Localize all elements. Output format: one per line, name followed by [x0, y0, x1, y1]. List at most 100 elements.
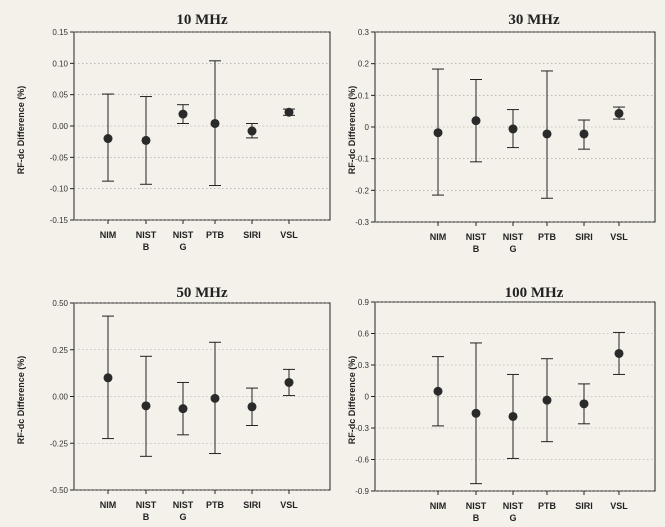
- y-tick-label: -0.15: [50, 216, 69, 225]
- data-point: [542, 129, 552, 139]
- x-tick-label: SIRI: [243, 500, 261, 510]
- data-point: [433, 386, 443, 396]
- x-tick-label: B: [143, 512, 150, 522]
- x-tick-label: PTB: [538, 232, 557, 242]
- x-tick-label: PTB: [206, 500, 225, 510]
- panel-title: 10 MHz: [176, 12, 228, 28]
- y-tick-label: 0.25: [52, 346, 68, 355]
- data-point: [141, 135, 151, 145]
- y-tick-label: -0.10: [50, 185, 69, 194]
- y-tick-label: 0.9: [358, 298, 370, 307]
- x-tick-label: VSL: [280, 500, 298, 510]
- x-tick-label: NIST: [136, 500, 157, 510]
- chart-panel-100mhz: 100 MHz RF-dc Difference (%) 0.9 0.6 0.3 0 -…: [347, 285, 656, 523]
- panel-title: 100 MHz: [505, 285, 564, 301]
- y-tick-label: -0.05: [50, 153, 69, 162]
- data-point: [614, 108, 624, 118]
- x-tick-label: NIST: [466, 501, 487, 511]
- data-point: [210, 118, 220, 128]
- data-point: [284, 107, 294, 117]
- y-axis-label: RF-dc Difference (%): [347, 356, 357, 445]
- data-point: [103, 373, 113, 383]
- y-axis-label: RF-dc Difference (%): [347, 86, 357, 175]
- y-tick-label: 0.15: [52, 28, 68, 37]
- panel-title: 50 MHz: [176, 285, 228, 301]
- data-point: [579, 399, 589, 409]
- data-point: [508, 411, 518, 421]
- x-tick-label: NIST: [466, 232, 487, 242]
- y-tick-label: 0.2: [358, 60, 370, 69]
- y-axis-label: RF-dc Difference (%): [16, 86, 26, 175]
- y-axis-label: RF-dc Difference (%): [16, 356, 26, 445]
- data-point: [284, 377, 294, 387]
- x-tick-label: NIST: [136, 230, 157, 240]
- x-tick-label: SIRI: [575, 232, 593, 242]
- x-tick-label: NIM: [430, 232, 447, 242]
- y-tick-label: 0.6: [358, 330, 370, 339]
- panel-title: 30 MHz: [508, 12, 560, 28]
- y-tick-label: -0.9: [355, 487, 369, 496]
- data-point: [103, 134, 113, 144]
- x-tick-label: NIST: [503, 232, 524, 242]
- x-tick-label: PTB: [538, 501, 557, 511]
- chart-panel-30mhz: 30 MHz RF-dc Difference (%) 0.3 0.2 0.1 0 -0…: [347, 12, 656, 254]
- x-tick-label: NIM: [430, 501, 447, 511]
- data-point: [141, 401, 151, 411]
- plot-area: 0.50 0.25 0.00 -0.25 -0.50 NIM NIST B NIST G PTB SI…: [50, 299, 331, 522]
- plot-area: 0.9 0.6 0.3 0 -0.3 -0.6 -0.9 NIM NIST B NIST G PTB SI…: [355, 298, 656, 523]
- y-tick-label: -0.50: [50, 486, 69, 495]
- x-tick-label: B: [473, 513, 480, 523]
- y-tick-label: 0.3: [358, 28, 370, 37]
- y-tick-label: 0: [365, 393, 370, 402]
- x-tick-label: B: [473, 244, 480, 254]
- y-tick-label: 0: [365, 123, 370, 132]
- y-tick-label: 0.00: [52, 122, 68, 131]
- data-point: [433, 128, 443, 138]
- data-point: [210, 393, 220, 403]
- y-tick-label: 0.3: [358, 361, 370, 370]
- y-tick-label: -0.25: [50, 439, 69, 448]
- data-point: [178, 109, 188, 119]
- y-tick-label: 0.50: [52, 299, 68, 308]
- data-point: [508, 124, 518, 134]
- data-point: [178, 404, 188, 414]
- data-point: [614, 348, 624, 358]
- data-point: [579, 129, 589, 139]
- y-tick-label: 0.1: [358, 91, 370, 100]
- y-tick-label: 0.05: [52, 91, 68, 100]
- x-tick-label: VSL: [610, 501, 628, 511]
- x-tick-label: NIM: [100, 500, 117, 510]
- x-tick-label: NIST: [503, 501, 524, 511]
- x-tick-label: G: [179, 512, 186, 522]
- x-tick-label: G: [509, 513, 516, 523]
- y-tick-label: -0.3: [355, 218, 369, 227]
- y-tick-label: -0.2: [355, 186, 369, 195]
- data-point: [247, 402, 257, 412]
- y-tick-label: 0.00: [52, 393, 68, 402]
- x-tick-label: NIST: [173, 500, 194, 510]
- x-tick-label: PTB: [206, 230, 225, 240]
- plot-area: 0.3 0.2 0.1 0 -0.1 -0.2 -0.3 NIM NIST B NIST G PTB SI…: [355, 28, 656, 254]
- y-tick-label: -0.1: [355, 155, 369, 164]
- x-tick-label: G: [509, 244, 516, 254]
- x-tick-label: NIST: [173, 230, 194, 240]
- x-tick-label: VSL: [610, 232, 628, 242]
- x-tick-label: VSL: [280, 230, 298, 240]
- x-tick-label: SIRI: [243, 230, 261, 240]
- data-point: [471, 408, 481, 418]
- y-tick-label: -0.6: [355, 456, 369, 465]
- chart-panel-50mhz: 50 MHz RF-dc Difference (%) 0.50 0.25 0.00…: [16, 285, 331, 522]
- chart-panel-10mhz: 10 MHz RF-dc Difference (%) 0.15 0.10 0.05…: [16, 12, 331, 252]
- y-tick-label: -0.3: [355, 424, 369, 433]
- x-tick-label: B: [143, 242, 150, 252]
- data-point: [247, 126, 257, 136]
- x-tick-label: G: [179, 242, 186, 252]
- x-tick-label: SIRI: [575, 501, 593, 511]
- data-point: [471, 116, 481, 126]
- y-tick-label: 0.10: [52, 59, 68, 68]
- x-tick-label: NIM: [100, 230, 117, 240]
- data-point: [542, 395, 552, 405]
